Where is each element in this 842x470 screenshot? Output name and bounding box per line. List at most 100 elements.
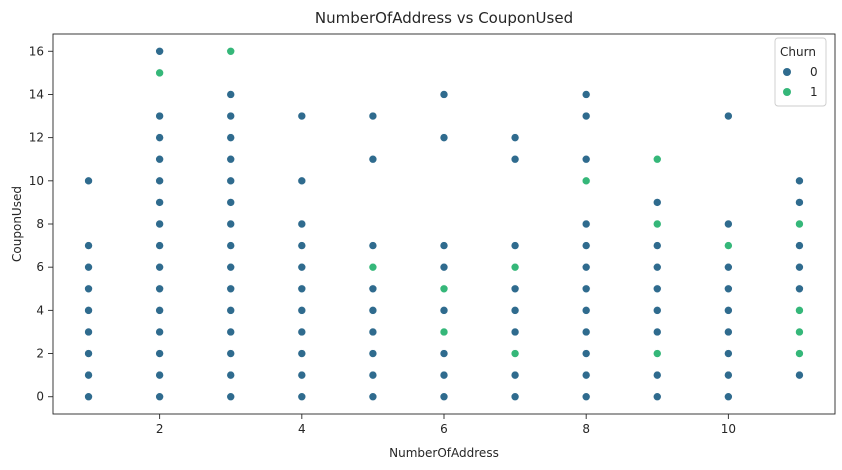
data-point-churn-0: [155, 241, 164, 250]
data-point-churn-1: [795, 306, 804, 315]
data-point-churn-0: [439, 349, 449, 358]
data-point-churn-0: [155, 198, 164, 207]
data-point-churn-0: [652, 392, 662, 402]
data-point-churn-0: [226, 111, 236, 121]
data-point-churn-0: [155, 176, 164, 186]
data-point-churn-0: [297, 176, 307, 186]
data-point-churn-0: [297, 241, 307, 250]
data-point-churn-0: [368, 306, 378, 315]
data-point-churn-0: [510, 284, 520, 294]
y-tick-label: 6: [36, 260, 44, 274]
data-point-churn-0: [439, 241, 449, 250]
data-point-churn-1: [155, 68, 164, 78]
y-axis-ticks: 0 2 4 6 8 10 12 14 16: [29, 44, 53, 404]
data-point-churn-0: [510, 306, 520, 315]
data-point-churn-0: [724, 327, 733, 337]
data-point-churn-0: [155, 262, 164, 272]
data-point-churn-0: [581, 306, 591, 315]
data-point-churn-0: [368, 392, 378, 402]
data-point-churn-0: [510, 133, 520, 142]
data-point-churn-0: [297, 262, 307, 272]
data-point-churn-0: [226, 154, 236, 164]
data-point-churn-0: [84, 349, 93, 358]
data-point-churn-0: [581, 90, 591, 99]
data-point-churn-0: [724, 219, 733, 229]
y-tick-label: 8: [36, 217, 44, 231]
data-point-churn-0: [297, 392, 307, 402]
data-point-churn-0: [652, 262, 662, 272]
data-point-churn-0: [84, 262, 93, 272]
points-layer: [84, 46, 804, 402]
data-point-churn-1: [795, 327, 804, 337]
data-point-churn-0: [581, 392, 591, 402]
x-tick-label: 10: [721, 422, 736, 436]
data-point-churn-0: [368, 370, 378, 380]
data-point-churn-0: [652, 370, 662, 380]
data-point-churn-0: [297, 306, 307, 315]
x-tick-label: 6: [440, 422, 448, 436]
y-tick-label: 0: [36, 390, 44, 404]
legend-marker-1: [783, 88, 791, 96]
data-point-churn-0: [155, 306, 164, 315]
data-point-churn-0: [155, 327, 164, 337]
data-point-churn-0: [795, 370, 804, 380]
data-point-churn-0: [795, 241, 804, 250]
data-point-churn-0: [581, 262, 591, 272]
x-tick-label: 2: [156, 422, 164, 436]
data-point-churn-0: [226, 241, 236, 250]
y-tick-label: 12: [29, 131, 44, 145]
data-point-churn-0: [368, 327, 378, 337]
data-point-churn-0: [226, 90, 236, 99]
data-point-churn-0: [724, 284, 733, 294]
y-tick-label: 4: [36, 303, 44, 317]
data-point-churn-0: [84, 327, 93, 337]
data-point-churn-0: [581, 219, 591, 229]
data-point-churn-0: [652, 241, 662, 250]
data-point-churn-0: [581, 349, 591, 358]
data-point-churn-0: [155, 133, 164, 142]
data-point-churn-1: [795, 349, 804, 358]
data-point-churn-0: [226, 349, 236, 358]
data-point-churn-0: [581, 111, 591, 121]
data-point-churn-1: [510, 349, 520, 358]
data-point-churn-0: [297, 327, 307, 337]
data-point-churn-0: [155, 46, 164, 56]
data-point-churn-0: [226, 392, 236, 402]
data-point-churn-0: [155, 219, 164, 229]
data-point-churn-0: [368, 284, 378, 294]
data-point-churn-1: [439, 327, 449, 337]
data-point-churn-0: [439, 90, 449, 99]
data-point-churn-0: [84, 306, 93, 315]
x-tick-label: 4: [298, 422, 306, 436]
y-tick-label: 14: [29, 87, 44, 101]
y-axis-label: CouponUsed: [10, 186, 24, 262]
data-point-churn-0: [581, 370, 591, 380]
data-point-churn-0: [652, 284, 662, 294]
data-point-churn-0: [226, 262, 236, 272]
y-tick-label: 16: [29, 44, 44, 58]
data-point-churn-0: [84, 370, 93, 380]
data-point-churn-0: [581, 241, 591, 250]
data-point-churn-0: [226, 198, 236, 207]
data-point-churn-0: [368, 154, 378, 164]
data-point-churn-0: [297, 219, 307, 229]
data-point-churn-0: [795, 262, 804, 272]
data-point-churn-0: [368, 241, 378, 250]
x-axis-label: NumberOfAddress: [389, 446, 499, 460]
data-point-churn-0: [724, 111, 733, 121]
data-point-churn-0: [226, 327, 236, 337]
data-point-churn-1: [226, 46, 236, 56]
data-point-churn-0: [724, 392, 733, 402]
chart-title: NumberOfAddress vs CouponUsed: [315, 9, 573, 27]
data-point-churn-0: [226, 176, 236, 186]
plot-frame: [52, 33, 836, 415]
data-point-churn-0: [724, 349, 733, 358]
data-point-churn-1: [795, 219, 804, 229]
data-point-churn-1: [581, 176, 591, 186]
y-tick-label: 2: [36, 347, 44, 361]
data-point-churn-0: [510, 327, 520, 337]
data-point-churn-0: [439, 392, 449, 402]
data-point-churn-0: [439, 370, 449, 380]
data-point-churn-0: [510, 392, 520, 402]
